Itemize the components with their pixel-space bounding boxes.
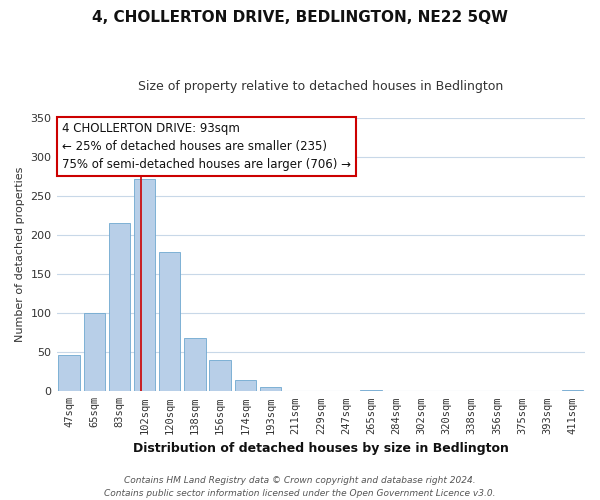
Bar [109, 224, 130, 392]
Bar [184, 338, 206, 392]
Bar [361, 390, 382, 392]
Text: Contains HM Land Registry data © Crown copyright and database right 2024.
Contai: Contains HM Land Registry data © Crown c… [104, 476, 496, 498]
X-axis label: Distribution of detached houses by size in Bedlington: Distribution of detached houses by size … [133, 442, 509, 455]
Bar [134, 178, 155, 392]
Bar [260, 386, 281, 392]
Text: 4 CHOLLERTON DRIVE: 93sqm
← 25% of detached houses are smaller (235)
75% of semi: 4 CHOLLERTON DRIVE: 93sqm ← 25% of detac… [62, 122, 351, 171]
Bar [235, 380, 256, 392]
Bar [83, 313, 105, 392]
Bar [386, 390, 407, 392]
Bar [209, 360, 231, 392]
Title: Size of property relative to detached houses in Bedlington: Size of property relative to detached ho… [138, 80, 503, 93]
Bar [562, 390, 583, 392]
Y-axis label: Number of detached properties: Number of detached properties [15, 167, 25, 342]
Text: 4, CHOLLERTON DRIVE, BEDLINGTON, NE22 5QW: 4, CHOLLERTON DRIVE, BEDLINGTON, NE22 5Q… [92, 10, 508, 25]
Bar [159, 252, 181, 392]
Bar [58, 354, 80, 392]
